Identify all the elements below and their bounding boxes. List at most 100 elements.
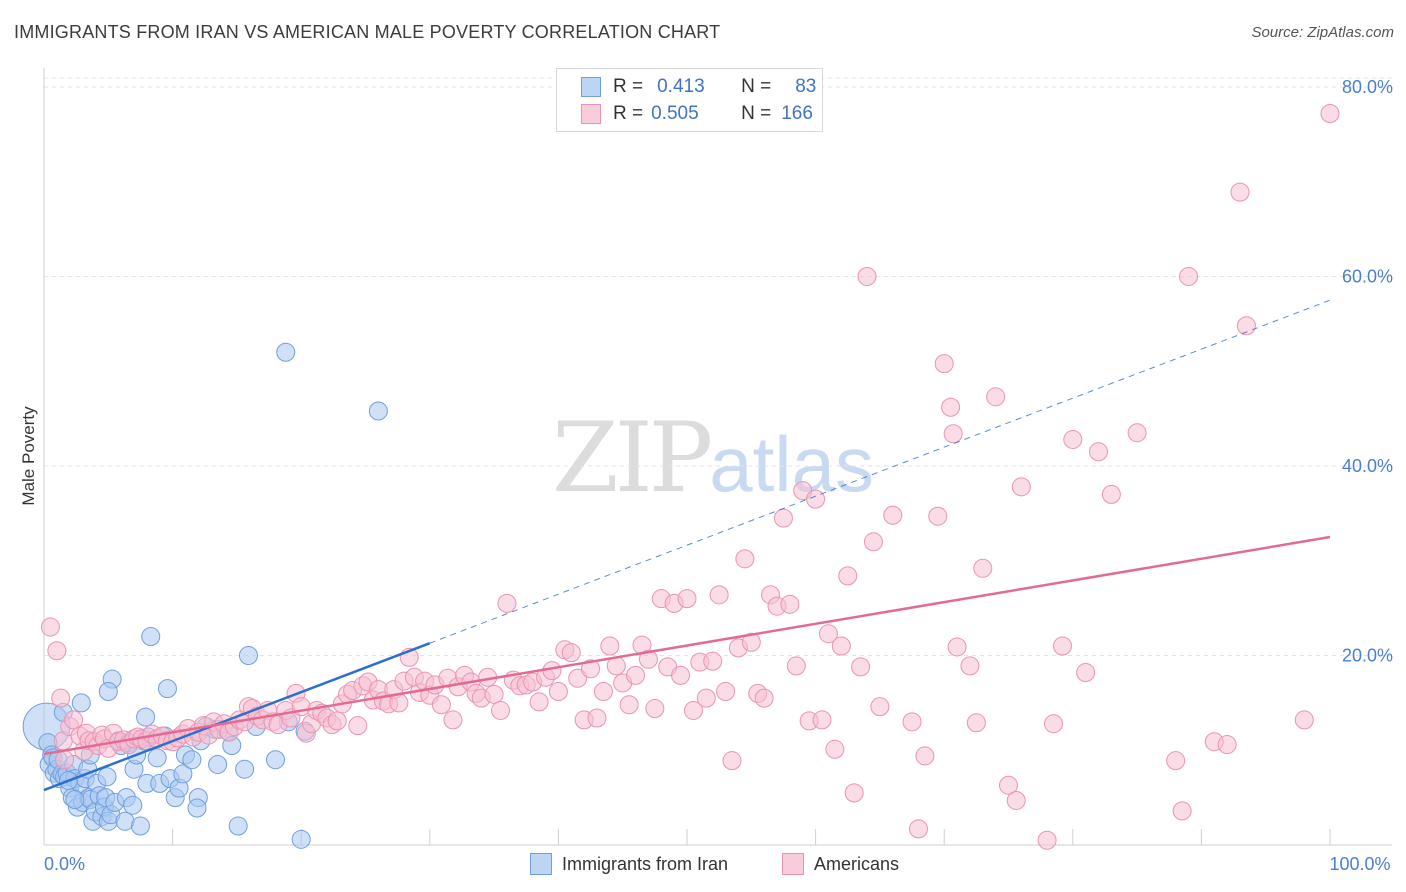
- americans-data-point: [786, 656, 806, 676]
- americans-data-point: [568, 668, 588, 688]
- source-label: Source: ZipAtlas.com: [1251, 24, 1394, 41]
- iran-data-point: [173, 764, 193, 784]
- americans-data-point: [825, 739, 845, 759]
- iran-data-point: [157, 679, 177, 699]
- americans-data-point: [941, 397, 961, 417]
- americans-data-point: [1127, 423, 1147, 443]
- iran-data-point: [291, 829, 311, 849]
- legend-n-label: N =: [741, 76, 772, 97]
- iran-data-point: [123, 795, 143, 815]
- americans-data-point: [619, 695, 639, 715]
- legend-r-label: R =: [613, 76, 644, 97]
- iran-data-point: [228, 816, 248, 836]
- americans-data-point: [716, 681, 736, 701]
- legend-row-americans: R = 0.505 N = 166: [581, 102, 813, 126]
- americans-data-point: [443, 710, 463, 730]
- americans-data-point: [908, 819, 928, 839]
- americans-data-point: [780, 594, 800, 614]
- americans-data-point: [671, 665, 691, 685]
- americans-data-point: [973, 558, 993, 578]
- americans-data-point: [735, 549, 755, 569]
- americans-data-point: [484, 684, 504, 704]
- y-tick-label: 60.0%: [1342, 266, 1393, 286]
- legend-r-label: R =: [613, 103, 644, 124]
- bottom-legend-americans: Americans: [782, 852, 899, 876]
- americans-data-point: [960, 656, 980, 676]
- legend-r-value-iran: 0.413: [657, 76, 705, 97]
- x-tick-label: 0.0%: [44, 854, 85, 874]
- bottom-legend-label-americans: Americans: [814, 853, 900, 874]
- americans-data-point: [806, 489, 826, 509]
- chart-title: IMMIGRANTS FROM IRAN VS AMERICAN MALE PO…: [14, 22, 721, 42]
- americans-data-point: [1053, 636, 1073, 656]
- iran-data-point: [65, 790, 85, 810]
- americans-data-point: [581, 659, 601, 679]
- americans-data-point: [773, 508, 793, 528]
- americans-data-point: [497, 593, 517, 613]
- iran-trend-extension: [429, 299, 1331, 644]
- y-axis-title: Male Poverty: [19, 406, 38, 506]
- iran-trend-line: [43, 642, 431, 792]
- americans-data-point: [40, 617, 60, 637]
- americans-data-point: [1037, 830, 1057, 850]
- americans-data-point: [600, 636, 620, 656]
- americans-data-point: [1011, 477, 1031, 497]
- watermark-atlas: atlas: [709, 420, 874, 508]
- americans-data-point: [677, 589, 697, 609]
- americans-data-point: [645, 699, 665, 719]
- iran-data-point: [208, 754, 228, 774]
- iran-data-point: [141, 627, 161, 647]
- americans-data-point: [1172, 801, 1192, 821]
- americans-data-point: [1179, 266, 1199, 286]
- americans-data-point: [863, 532, 883, 552]
- americans-data-point: [1320, 103, 1340, 123]
- bottom-legend-swatch-iran: [530, 853, 552, 875]
- bottom-legend-label-iran: Immigrants from Iran: [562, 853, 729, 874]
- iran-data-point: [71, 693, 91, 713]
- legend-swatch-americans: [581, 104, 601, 124]
- americans-data-point: [1230, 182, 1250, 202]
- iran-data-point: [97, 767, 117, 787]
- americans-data-point: [986, 387, 1006, 407]
- legend-swatch-iran: [581, 77, 601, 97]
- americans-data-point: [626, 665, 646, 685]
- iran-data-point: [182, 750, 202, 770]
- americans-data-point: [548, 681, 568, 701]
- americans-data-point: [561, 643, 581, 663]
- americans-data-point: [947, 637, 967, 657]
- americans-data-point: [928, 506, 948, 526]
- tick-labels: 20.0% 40.0% 60.0% 80.0% 0.0% 100.0% Male Pover…: [19, 77, 1393, 874]
- americans-data-point: [587, 708, 607, 728]
- americans-data-point: [831, 636, 851, 656]
- americans-data-point: [1236, 316, 1256, 336]
- americans-data-point: [838, 566, 858, 586]
- legend-n-value-americans: 166: [781, 103, 813, 124]
- legend-row-iran: R = 0.413 N = 83: [581, 75, 816, 99]
- americans-data-point: [915, 746, 935, 766]
- americans-data-point: [491, 700, 511, 720]
- iran-data-point: [238, 645, 258, 665]
- iran-data-point: [187, 798, 207, 818]
- legend-n-label: N =: [741, 103, 772, 124]
- americans-data-point: [722, 751, 742, 771]
- americans-data-point: [870, 697, 890, 717]
- americans-data-point: [703, 651, 723, 671]
- series-iran-points: [22, 342, 388, 849]
- americans-data-point: [1044, 714, 1064, 734]
- iran-data-point: [130, 816, 150, 836]
- americans-data-point: [593, 681, 613, 701]
- trend-lines: [43, 299, 1331, 792]
- iran-data-point: [265, 750, 285, 770]
- americans-data-point: [812, 710, 832, 730]
- y-tick-label: 20.0%: [1342, 645, 1393, 665]
- americans-data-point: [741, 632, 761, 652]
- americans-data-point: [1294, 710, 1314, 730]
- americans-data-point: [1217, 735, 1237, 755]
- americans-data-point: [1006, 790, 1026, 810]
- y-tick-label: 40.0%: [1342, 456, 1393, 476]
- series-americans-points: [40, 103, 1340, 850]
- americans-data-point: [529, 692, 549, 712]
- americans-data-point: [1063, 429, 1083, 449]
- iran-data-point: [147, 748, 167, 768]
